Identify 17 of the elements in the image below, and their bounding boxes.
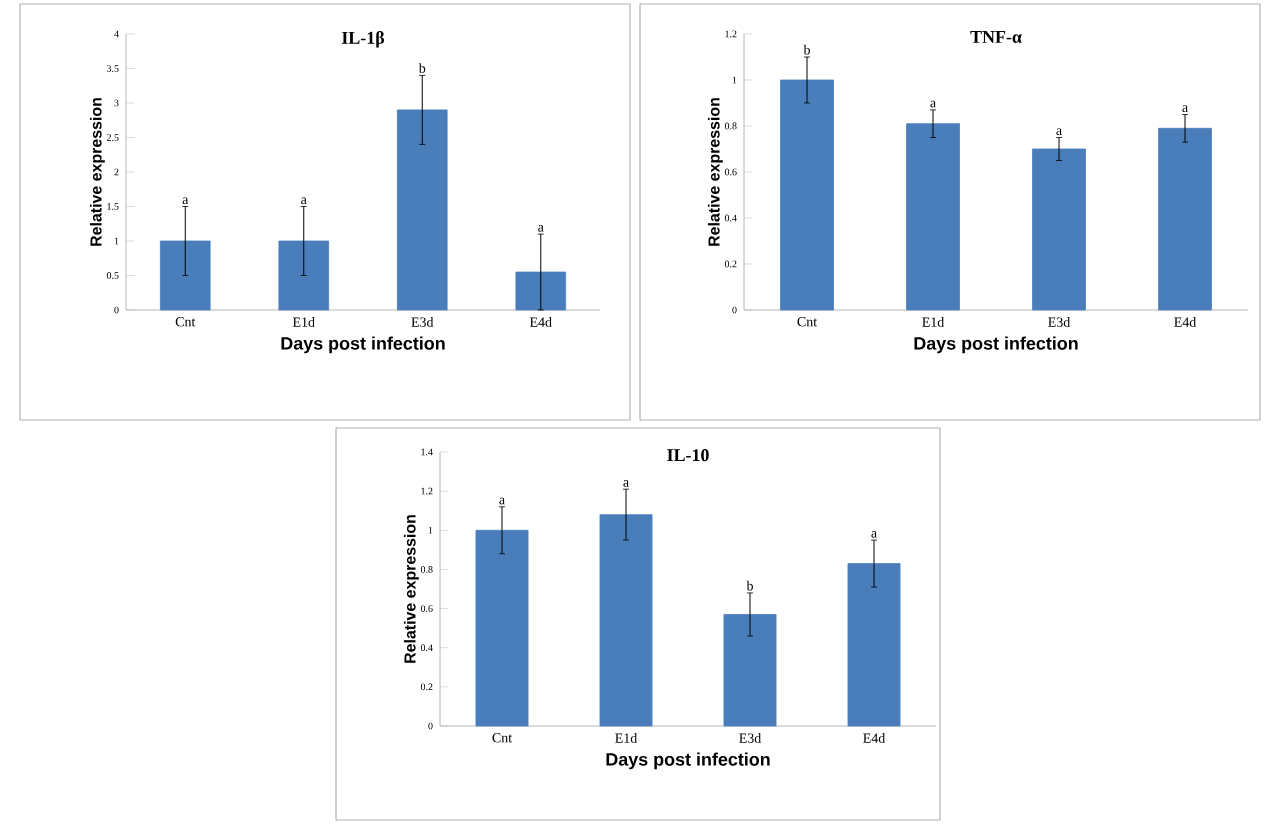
- bar: [780, 79, 834, 311]
- bar: [847, 563, 901, 727]
- bar: [599, 514, 653, 727]
- bar: [1158, 127, 1212, 311]
- chart-title: IL-10: [667, 449, 709, 462]
- bar: [278, 240, 330, 311]
- bar: [396, 109, 448, 311]
- x-axis-title: Days post infection: [606, 752, 770, 770]
- bar: [1032, 148, 1086, 311]
- bar: [906, 123, 960, 311]
- bar: [159, 240, 211, 311]
- chart-title: TNF-α: [970, 31, 1022, 43]
- chart-title: IL-1β: [341, 31, 385, 48]
- x-axis-title: Days post infection: [281, 336, 445, 354]
- bar: [475, 529, 529, 727]
- bar: [723, 614, 777, 727]
- x-axis-title: Days post infection: [914, 336, 1078, 354]
